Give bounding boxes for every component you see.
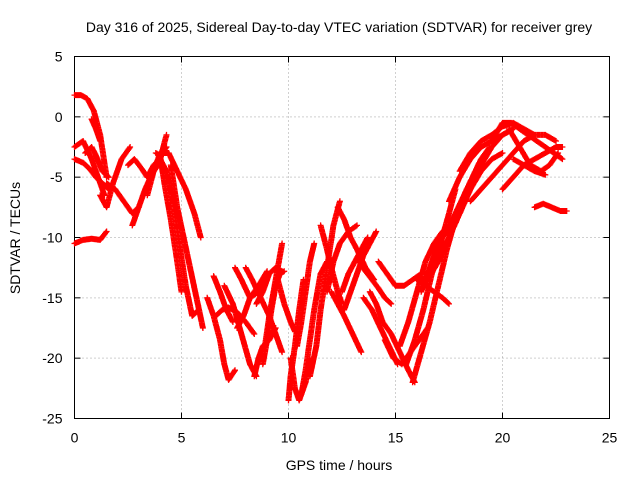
series-track <box>294 240 318 350</box>
plus-markers <box>71 156 112 193</box>
plus-markers <box>510 156 549 178</box>
plus-markers <box>167 162 206 331</box>
series-track <box>356 258 395 307</box>
y-tick-label: -10 <box>42 230 62 246</box>
series-track <box>88 116 104 144</box>
series <box>71 92 570 404</box>
series-track <box>531 200 570 214</box>
x-tick-label: 5 <box>178 430 186 446</box>
series-track <box>298 258 330 398</box>
series-group <box>71 92 570 404</box>
plus-markers <box>413 276 452 307</box>
x-axis-label: GPS time / hours <box>286 457 393 473</box>
series-track <box>510 156 549 178</box>
plus-markers <box>71 228 110 247</box>
series-track <box>375 258 425 289</box>
series-track <box>328 288 365 356</box>
series-track <box>339 234 371 295</box>
plus-markers <box>88 116 104 144</box>
series-track <box>71 228 110 247</box>
y-tick-label: 0 <box>55 109 63 125</box>
axis-ticks <box>74 56 610 419</box>
series-track <box>167 162 206 331</box>
series-track <box>204 294 238 383</box>
x-tick-label: 0 <box>71 430 79 446</box>
plus-markers <box>157 156 202 319</box>
y-tick-label: 5 <box>55 49 63 65</box>
chart-title: Day 316 of 2025, Sidereal Day-to-day VTE… <box>86 19 592 35</box>
plus-markers <box>82 144 112 181</box>
x-tick-label: 15 <box>388 430 404 446</box>
series-track <box>157 156 202 319</box>
series-track <box>144 150 204 241</box>
plus-markers <box>274 276 298 335</box>
plus-markers <box>298 258 330 398</box>
series-track <box>71 156 112 193</box>
x-tick-labels: 0 5 10 15 20 25 <box>71 430 618 446</box>
y-tick-label: -15 <box>42 290 62 306</box>
plus-markers <box>339 234 371 295</box>
y-tick-label: -5 <box>50 169 63 185</box>
y-axis-label: SDTVAR / TECUs <box>7 182 23 294</box>
y-tick-labels: -25 -20 -15 -10 -5 0 5 <box>42 49 62 427</box>
series-track <box>274 276 298 335</box>
plus-markers <box>531 200 570 214</box>
series-track <box>413 276 452 307</box>
series-track <box>82 144 112 181</box>
plus-markers <box>356 258 395 307</box>
plus-markers <box>294 240 318 350</box>
x-tick-label: 25 <box>602 430 618 446</box>
y-tick-label: -20 <box>42 350 62 366</box>
plus-markers <box>328 288 365 356</box>
x-tick-label: 10 <box>281 430 297 446</box>
series-track <box>262 240 286 350</box>
plus-markers <box>262 240 286 350</box>
x-tick-label: 20 <box>495 430 511 446</box>
y-tick-label: -25 <box>42 411 62 427</box>
plus-markers <box>144 150 204 241</box>
plus-markers <box>204 294 238 383</box>
plus-markers <box>375 258 425 289</box>
